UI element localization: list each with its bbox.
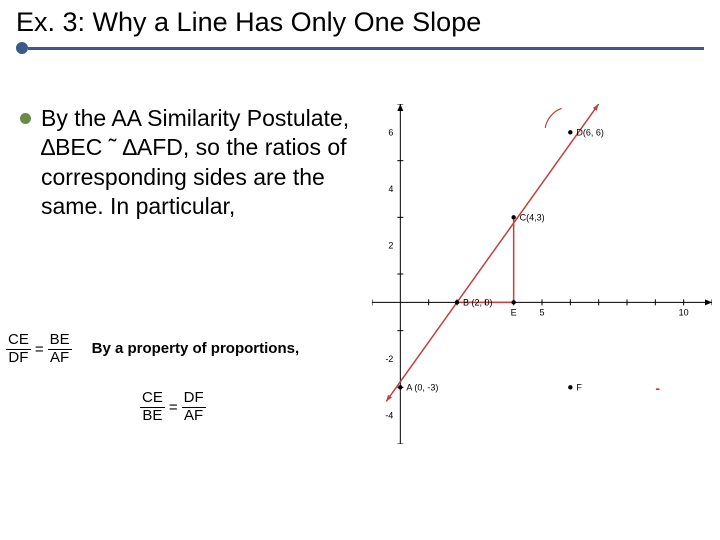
title-underline <box>16 42 704 54</box>
frac-num: CE <box>6 332 31 350</box>
svg-text:4: 4 <box>388 184 393 194</box>
frac-num: BE <box>48 332 72 350</box>
ratio-1-equation: CE DF = BE AF <box>6 332 72 366</box>
svg-text:E: E <box>511 307 517 317</box>
frac-den: AF <box>182 408 205 425</box>
frac-den: DF <box>6 350 30 367</box>
svg-text:5: 5 <box>539 307 544 317</box>
underline-bar <box>28 47 704 50</box>
slide-title: Ex. 3: Why a Line Has Only One Slope <box>16 6 704 38</box>
svg-text:-4: -4 <box>385 411 393 421</box>
frac-den: BE <box>140 408 164 425</box>
equals-sign: = <box>169 399 178 416</box>
svg-text:2: 2 <box>388 241 393 251</box>
frac-num: DF <box>182 390 206 408</box>
ratio-1: CE DF = BE AF By a property of proportio… <box>6 332 299 366</box>
frac-ce-df: CE DF <box>6 332 31 366</box>
bullet-row: By the AA Similarity Postulate, ∆BEC ˜ ∆… <box>20 104 365 222</box>
frac-df-af: DF AF <box>182 390 206 424</box>
underline-dot-icon <box>16 42 28 54</box>
svg-text:C(4,3): C(4,3) <box>520 212 545 222</box>
frac-be-af: BE AF <box>48 332 72 366</box>
title-block: Ex. 3: Why a Line Has Only One Slope <box>0 0 720 54</box>
svg-text:-: - <box>655 380 660 396</box>
svg-text:10: 10 <box>679 307 689 317</box>
svg-text:6: 6 <box>388 127 393 137</box>
bullet-icon <box>20 113 31 124</box>
ratio-caption: By a property of proportions, <box>92 340 300 358</box>
frac-num: CE <box>140 390 165 408</box>
equals-sign: = <box>35 341 44 358</box>
body-text: By the AA Similarity Postulate, ∆BEC ˜ ∆… <box>41 104 365 222</box>
coordinate-chart: 5 10 -4 -2 2 4 6 A (0, -3) B (2, 0) C(4,3) D(6, 6)… <box>372 104 712 444</box>
slide: Ex. 3: Why a Line Has Only One Slope By … <box>0 0 720 540</box>
frac-ce-be: CE BE <box>140 390 165 424</box>
svg-text:-2: -2 <box>385 354 393 364</box>
svg-text:F: F <box>576 382 582 392</box>
svg-text:A (0, -3): A (0, -3) <box>406 382 438 392</box>
svg-text:D(6, 6): D(6, 6) <box>576 127 604 137</box>
frac-den: AF <box>48 350 71 367</box>
ratio-2: CE BE = DF AF <box>140 390 206 424</box>
svg-text:B (2, 0): B (2, 0) <box>463 297 493 307</box>
